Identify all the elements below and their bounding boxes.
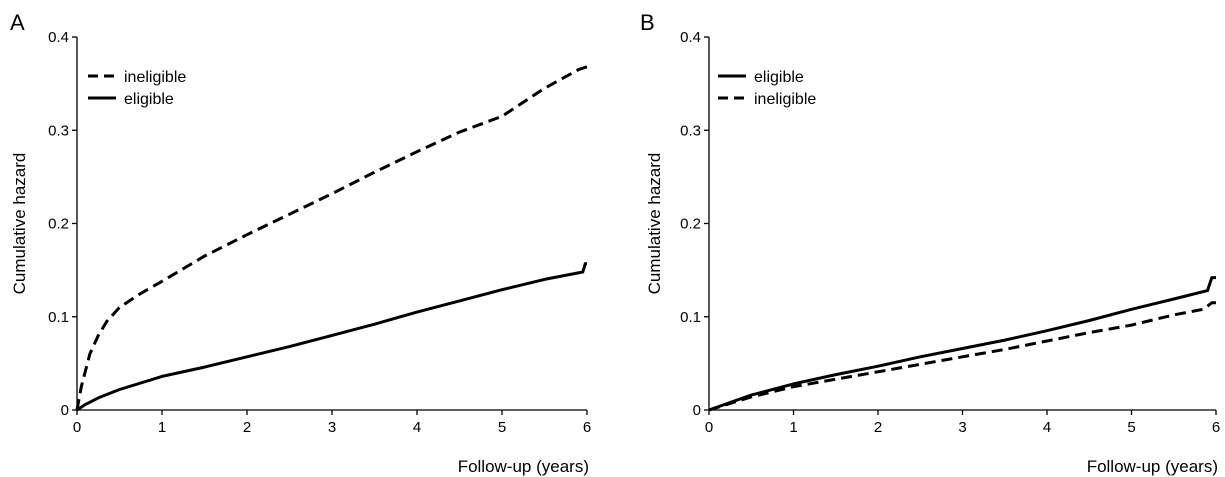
x-tick-label: 4 bbox=[1043, 419, 1051, 436]
x-tick-label: 2 bbox=[243, 419, 251, 436]
x-tick-label: 3 bbox=[958, 419, 966, 436]
y-tick-label: 0.4 bbox=[48, 29, 69, 46]
series-line-ineligible bbox=[708, 301, 1216, 412]
y-tick-label: 0 bbox=[61, 402, 69, 419]
x-tick-label: 1 bbox=[789, 419, 797, 436]
x-tick-label: 0 bbox=[705, 419, 713, 436]
x-tick-label: 1 bbox=[158, 419, 166, 436]
panel-b: B 0 0.1 0.2 0.3 0.4 0 1 2 3 4 5 6 Follow-up (years) Cu… bbox=[640, 10, 1220, 476]
y-tick-label: 0.2 bbox=[680, 216, 701, 233]
y-tick-label: 0.4 bbox=[680, 29, 701, 46]
panel-label: B bbox=[640, 10, 655, 35]
y-axis-label: Cumulative hazard bbox=[645, 153, 664, 295]
x-tick-label: 5 bbox=[498, 419, 506, 436]
x-tick-label: 0 bbox=[73, 419, 81, 436]
y-tick-label: 0.3 bbox=[680, 122, 701, 139]
x-tick-label: 4 bbox=[413, 419, 421, 436]
panel-a: A 0 0.1 0.2 0.3 0.4 0 1 2 3 4 5 6 Follow-up (years) Cu… bbox=[10, 10, 591, 476]
x-tick-label: 2 bbox=[874, 419, 882, 436]
legend-label-eligible: eligible bbox=[124, 91, 174, 108]
y-tick-label: 0.1 bbox=[680, 309, 701, 326]
y-axis-label: Cumulative hazard bbox=[10, 153, 29, 295]
panel-label: A bbox=[10, 10, 25, 35]
series-line-eligible bbox=[76, 262, 587, 412]
x-tick-label: 6 bbox=[583, 419, 591, 436]
x-axis-label: Follow-up (years) bbox=[1087, 457, 1218, 476]
y-tick-label: 0 bbox=[693, 402, 701, 419]
y-tick-label: 0.1 bbox=[48, 309, 69, 326]
x-tick-label: 5 bbox=[1127, 419, 1135, 436]
x-axis-label: Follow-up (years) bbox=[458, 457, 589, 476]
y-tick-label: 0.3 bbox=[48, 122, 69, 139]
legend-label-ineligible: ineligible bbox=[754, 91, 816, 108]
x-tick-label: 3 bbox=[328, 419, 336, 436]
series-line-eligible bbox=[708, 276, 1216, 412]
y-tick-label: 0.2 bbox=[48, 216, 69, 233]
legend-label-eligible: eligible bbox=[754, 69, 804, 86]
x-tick-label: 6 bbox=[1212, 419, 1220, 436]
legend-label-ineligible: ineligible bbox=[124, 69, 186, 86]
series-line-ineligible bbox=[75, 65, 588, 411]
